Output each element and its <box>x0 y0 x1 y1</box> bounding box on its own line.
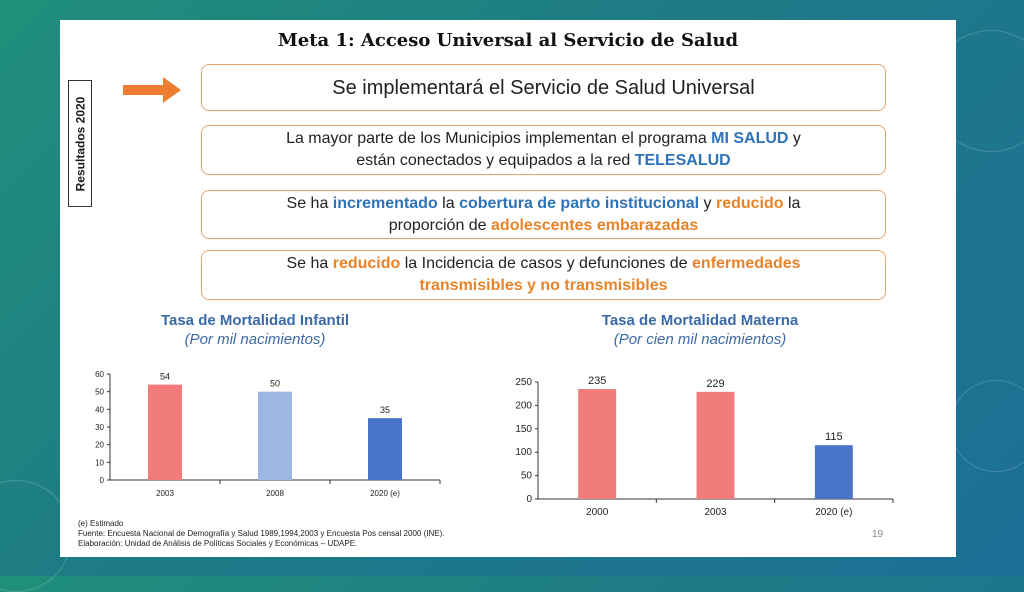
slide: Meta 1: Acceso Universal al Servicio de … <box>60 20 956 557</box>
x-tick-label: 2000 <box>586 507 609 518</box>
result-text: Se ha <box>286 255 333 272</box>
highlight-telesalud: TELESALUD <box>634 152 731 169</box>
chart-title-materna: Tasa de Mortalidad Materna <box>601 312 799 329</box>
data-label: 229 <box>706 378 724 390</box>
highlight-reducido: reducido <box>715 194 784 212</box>
bar-2003 <box>148 384 182 480</box>
result-text: proporción de <box>388 216 492 234</box>
y-tick-label: 60 <box>95 370 104 379</box>
chart-title-infantil: Tasa de Mortalidad Infantil <box>160 312 350 329</box>
result-box-mi-salud: La mayor parte de los Municipios impleme… <box>201 125 886 175</box>
result-box-enfermedades: Se ha reducido la Incidencia de casos y … <box>201 250 886 300</box>
y-tick-label: 0 <box>100 476 105 485</box>
results-side-label-text: Resultados 2020 <box>73 96 87 191</box>
highlight-incrementado: incrementado <box>332 194 438 212</box>
highlight-cobertura: cobertura de parto institucional <box>459 194 700 212</box>
page-number: 19 <box>872 529 884 540</box>
y-tick-label: 20 <box>95 441 104 450</box>
result-line: Se ha incrementado la cobertura de parto… <box>287 193 801 215</box>
y-tick-label: 10 <box>95 458 104 467</box>
result-text: y <box>699 194 716 212</box>
y-tick-label: 50 <box>521 471 533 482</box>
highlight-adolescentes: adolescentes embarazadas <box>491 216 699 234</box>
result-text: la Incidencia de casos y defunciones de <box>400 255 693 272</box>
arrow-right-icon <box>123 77 181 103</box>
bar-2008 <box>258 391 292 480</box>
slide-title: Meta 1: Acceso Universal al Servicio de … <box>277 30 739 51</box>
result-line: están conectados y equipados a la red TE… <box>356 150 730 172</box>
x-tick-label: 2008 <box>266 489 284 498</box>
result-text: La mayor parte de los Municipios impleme… <box>286 130 712 147</box>
background-ring <box>950 380 1024 472</box>
result-line: Se ha reducido la Incidencia de casos y … <box>286 253 800 275</box>
footer-note-fuente: Fuente: Encuesta Nacional de Demografía … <box>78 529 445 538</box>
y-tick-label: 50 <box>95 388 104 397</box>
highlight-enfermedades: enfermedades <box>692 255 801 272</box>
x-tick-label: 2003 <box>156 489 174 498</box>
result-box-parto: Se ha incrementado la cobertura de parto… <box>201 190 886 239</box>
chart-mortalidad-infantil: 0 10 20 30 40 50 60 54 2003 50 2008 35 2020 (e) <box>95 370 441 498</box>
bar-2003 <box>696 391 735 499</box>
result-text: están conectados y equipados a la red <box>356 152 635 169</box>
results-side-label: Resultados 2020 <box>68 80 92 207</box>
highlight-reducido: reducido <box>332 255 401 272</box>
chart-subtitle-infantil: (Por mil nacimientos) <box>184 331 326 348</box>
y-tick-label: 30 <box>95 423 104 432</box>
footer-note-estimado: (e) Estimado <box>78 519 124 528</box>
y-tick-label: 200 <box>515 400 532 411</box>
result-text: la <box>437 194 460 212</box>
y-tick-label: 250 <box>515 377 532 388</box>
bar-2020e <box>814 445 853 499</box>
data-label: 50 <box>270 379 280 389</box>
data-label: 235 <box>588 375 606 387</box>
chart-mortalidad-materna: 0 50 100 150 200 250 235 2000 229 2003 115 2020 (e) <box>515 375 894 518</box>
highlight-mi-salud: MI SALUD <box>711 130 789 147</box>
result-text: y <box>788 130 801 147</box>
data-label: 54 <box>160 372 170 382</box>
result-text: Se ha <box>286 194 333 212</box>
result-text: la <box>783 194 801 212</box>
footer-notes: (e) Estimado Fuente: Encuesta Nacional d… <box>78 519 444 549</box>
goal-box: Se implementará el Servicio de Salud Uni… <box>201 64 886 111</box>
data-label: 35 <box>380 405 390 415</box>
highlight-transmisibles: transmisibles y no transmisibles <box>419 277 668 294</box>
x-tick-label: 2020 (e) <box>815 507 852 518</box>
result-line: La mayor parte de los Municipios impleme… <box>286 128 801 150</box>
y-tick-label: 150 <box>515 424 532 435</box>
result-line: transmisibles y no transmisibles <box>419 275 667 297</box>
footer-note-elaboracion: Elaboración: Unidad de Análisis de Polít… <box>78 539 358 548</box>
y-tick-label: 40 <box>95 405 104 414</box>
result-line: proporción de adolescentes embarazadas <box>389 215 699 237</box>
data-label: 115 <box>825 431 843 443</box>
x-tick-label: 2020 (e) <box>370 489 400 498</box>
y-tick-label: 0 <box>526 494 532 505</box>
bar-2020e <box>368 418 402 480</box>
x-tick-label: 2003 <box>704 507 727 518</box>
bar-2000 <box>578 389 617 499</box>
y-tick-label: 100 <box>515 447 532 458</box>
chart-subtitle-materna: (Por cien mil nacimientos) <box>613 331 787 348</box>
goal-text: Se implementará el Servicio de Salud Uni… <box>332 76 755 99</box>
